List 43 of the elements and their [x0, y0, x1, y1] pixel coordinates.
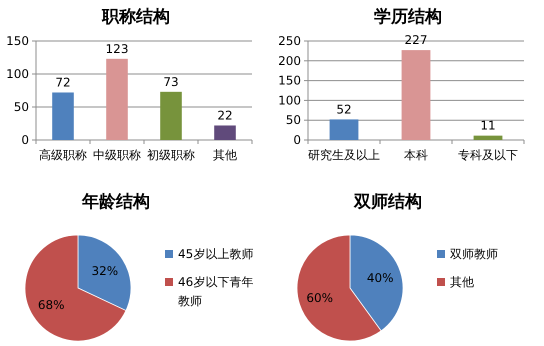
y-tick-label: 50	[286, 113, 301, 128]
bar	[160, 92, 182, 140]
data-label: 22	[217, 108, 233, 122]
data-label: 32%	[92, 264, 118, 278]
data-label: 60%	[306, 290, 334, 305]
bar	[474, 136, 502, 140]
data-label: 72	[55, 75, 71, 90]
x-tick-label: 专科及以下	[458, 148, 518, 162]
bar	[330, 119, 358, 140]
y-tick-label: 100	[6, 67, 29, 81]
x-tick-label: 其他	[213, 148, 237, 162]
y-tick-label: 50	[14, 100, 29, 114]
data-label: 68%	[38, 298, 64, 312]
data-label: 227	[404, 33, 428, 48]
y-tick-label: 150	[278, 74, 301, 88]
y-tick-label: 0	[293, 133, 301, 147]
legend-label: 双师教师	[450, 247, 498, 261]
data-label: 123	[106, 42, 128, 56]
data-label: 73	[163, 74, 179, 89]
data-label: 40%	[366, 271, 394, 286]
x-tick-label: 初级职称	[147, 148, 195, 162]
y-tick-label: 250	[278, 34, 301, 48]
chart-title: 职称结构	[101, 7, 170, 27]
bar	[106, 58, 128, 140]
y-tick-label: 0	[21, 133, 29, 147]
y-tick-label: 200	[278, 54, 301, 68]
chart-title: 年龄结构	[81, 192, 150, 212]
x-tick-label: 高级职称	[39, 148, 87, 162]
data-label: 52	[336, 102, 352, 116]
data-label: 11	[480, 118, 496, 133]
x-tick-label: 本科	[404, 148, 428, 162]
legend-label: 46岁以下青年教师	[178, 275, 254, 308]
bar	[214, 125, 236, 140]
x-tick-label: 研究生及以上	[308, 148, 380, 162]
y-tick-label: 100	[278, 93, 301, 108]
legend-label: 其他	[450, 275, 474, 289]
legend-label: 45岁以上教师	[178, 247, 254, 261]
bar	[52, 92, 74, 140]
chart-title: 双师结构	[353, 192, 422, 212]
y-tick-label: 150	[6, 34, 29, 48]
x-tick-label: 中级职称	[93, 148, 141, 162]
bar	[402, 50, 430, 140]
chart-title: 学历结构	[374, 7, 442, 27]
